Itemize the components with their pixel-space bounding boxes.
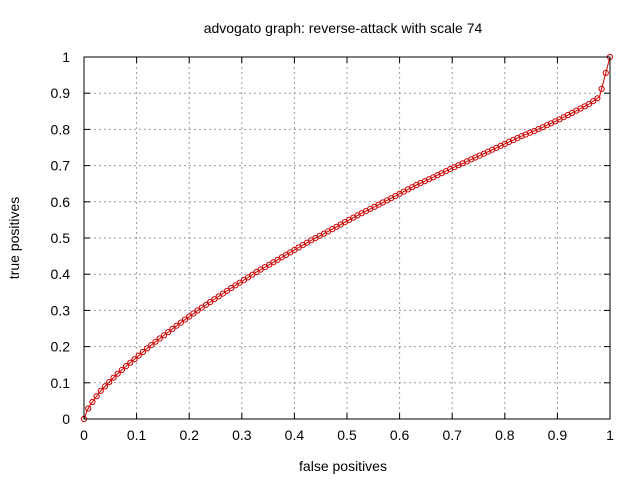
- data-point: [177, 319, 184, 326]
- x-axis-label: false positives: [299, 458, 387, 474]
- plot-frame: [83, 56, 611, 420]
- y-tick-label: 1: [62, 49, 70, 65]
- data-point: [123, 363, 130, 370]
- data-point: [590, 98, 597, 105]
- series: [80, 53, 614, 423]
- data-point: [93, 393, 100, 400]
- y-tick-label: 0.9: [51, 85, 71, 101]
- data-point: [106, 379, 113, 386]
- data-point: [131, 356, 138, 363]
- data-point: [194, 307, 201, 314]
- data-point: [207, 298, 214, 306]
- data-point: [186, 313, 193, 320]
- data-point: [169, 325, 176, 332]
- data-point: [219, 290, 226, 297]
- y-tick-label: 0.3: [51, 302, 71, 318]
- data-point: [165, 329, 172, 336]
- data-point: [198, 304, 205, 311]
- grid: [84, 57, 610, 419]
- chart-title: advogato graph: reverse-attack with scal…: [204, 20, 483, 36]
- x-tick-label: 0.3: [232, 427, 252, 443]
- data-point: [101, 383, 109, 390]
- data-point: [202, 301, 210, 308]
- data-point: [110, 374, 117, 381]
- data-point: [97, 387, 104, 394]
- data-point: [224, 287, 231, 294]
- y-tick-label: 0.1: [51, 375, 71, 391]
- data-point: [135, 352, 142, 359]
- x-tick-label: 0.2: [179, 427, 199, 443]
- x-tick-label: 0.9: [548, 427, 568, 443]
- data-point: [228, 284, 235, 292]
- y-tick-label: 0: [62, 411, 70, 427]
- x-tick-label: 0.7: [442, 427, 462, 443]
- axis-ticks: 0 0.1 0.2 0.3 0.4 0.5 0.6 0.7 0.8 0.9 1 0 0.1 0.2 0.3 0…: [51, 49, 615, 443]
- data-point: [585, 101, 593, 108]
- data-point: [190, 310, 197, 317]
- data-point: [152, 338, 159, 345]
- data-point: [127, 359, 134, 366]
- x-tick-label: 0.8: [495, 427, 515, 443]
- y-tick-label: 0.6: [51, 194, 71, 210]
- data-point: [85, 405, 92, 412]
- data-point: [211, 296, 218, 303]
- data-point: [173, 322, 180, 329]
- x-tick-label: 0.1: [127, 427, 147, 443]
- y-tick-label: 0.7: [51, 158, 71, 174]
- data-point: [160, 332, 168, 339]
- y-axis-label: true positives: [6, 197, 22, 279]
- data-point: [594, 95, 601, 102]
- data-point: [114, 370, 121, 377]
- x-tick-label: 1: [606, 427, 614, 443]
- y-tick-label: 0.2: [51, 339, 71, 355]
- x-tick-label: 0: [80, 427, 88, 443]
- data-point: [89, 398, 96, 406]
- data-point: [181, 316, 189, 323]
- y-tick-label: 0.8: [51, 121, 71, 137]
- data-point: [148, 342, 155, 349]
- data-point: [156, 335, 163, 342]
- data-point: [249, 271, 256, 278]
- data-point: [118, 366, 126, 373]
- data-point: [245, 274, 252, 281]
- x-tick-label: 0.4: [285, 427, 305, 443]
- y-tick-label: 0.5: [51, 230, 71, 246]
- y-tick-label: 0.4: [51, 266, 71, 282]
- x-tick-label: 0.6: [390, 427, 410, 443]
- data-point: [598, 85, 605, 93]
- data-point: [602, 69, 609, 77]
- data-point: [144, 345, 151, 352]
- data-point: [215, 293, 222, 300]
- data-point: [139, 348, 146, 356]
- x-tick-label: 0.5: [337, 427, 357, 443]
- data-point: [240, 277, 247, 284]
